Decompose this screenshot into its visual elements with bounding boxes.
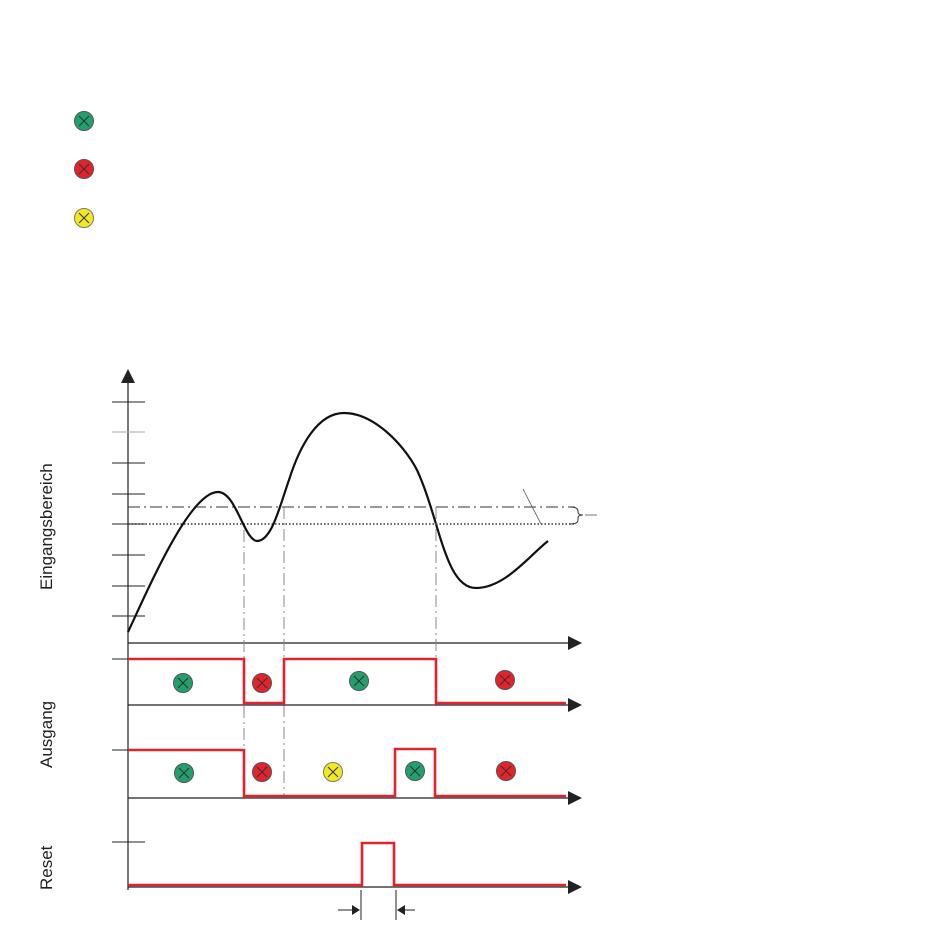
output-1-track (112, 657, 582, 712)
legend (74, 111, 94, 228)
y-axis-arrow (121, 369, 135, 383)
output-2-axis-arrow (568, 791, 582, 805)
output-label: Ausgang (37, 701, 56, 768)
output-1-signal (128, 657, 566, 705)
x-axis-input-arrow (568, 636, 582, 650)
y-ticks (112, 401, 145, 617)
green-x-indicator-icon (74, 111, 94, 131)
state-green-x-icon (405, 761, 425, 781)
reset-track (112, 841, 582, 894)
state-green-x-icon (349, 671, 369, 691)
yellow-x-indicator-icon (74, 208, 94, 228)
input-signal-curve (127, 411, 549, 633)
state-red-x-icon (496, 761, 516, 781)
state-yellow-x-icon (323, 762, 343, 782)
reset-signal (128, 841, 566, 887)
state-green-x-icon (174, 763, 194, 783)
pulse-width-markers (338, 890, 415, 920)
state-red-x-icon (252, 673, 272, 693)
red-x-indicator-icon (74, 159, 94, 179)
reset-axis-arrow (568, 880, 582, 894)
state-green-x-icon (173, 673, 193, 693)
input-axes (121, 369, 582, 890)
output-2-signal (128, 747, 566, 798)
output-2-track (112, 747, 582, 805)
state-red-x-icon (252, 762, 272, 782)
reset-label: Reset (37, 845, 56, 890)
output-1-axis-arrow (568, 698, 582, 712)
hysteresis-leader-line (522, 488, 542, 525)
hysteresis-brace (569, 506, 584, 525)
guide-lines (243, 507, 437, 797)
state-red-x-icon (495, 670, 515, 690)
input-range-label: Eingangsbereich (37, 463, 56, 590)
